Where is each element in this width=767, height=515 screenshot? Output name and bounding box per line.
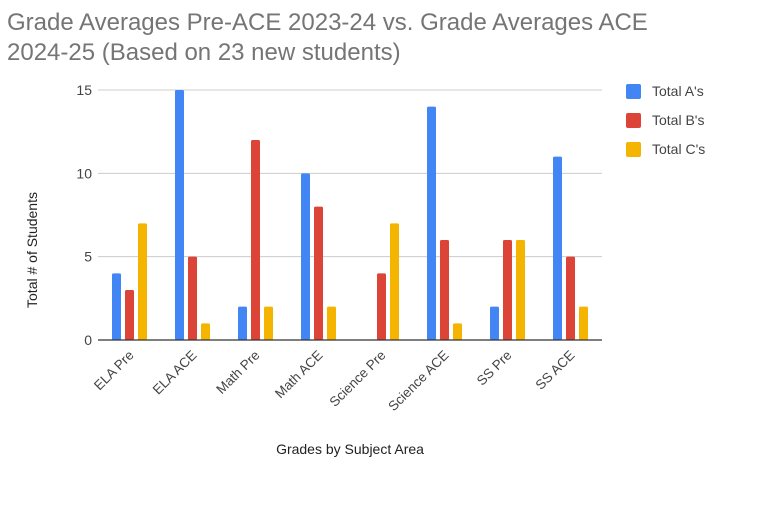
legend-label: Total B's: [652, 112, 704, 128]
bar-science-ace-c: [453, 323, 462, 340]
y-tick-label: 15: [76, 82, 92, 98]
y-tick-label: 5: [84, 249, 92, 265]
gridlines: [98, 89, 602, 258]
legend: Total A's Total B's Total C's: [626, 83, 705, 157]
bar-ss-ace-b: [566, 256, 575, 340]
x-tick-label: SS Pre: [474, 348, 515, 389]
legend-label: Total A's: [652, 83, 704, 99]
bar-ela-pre-c: [138, 223, 147, 340]
x-tick-label: ELA Pre: [91, 348, 137, 394]
bar-ss-pre-a: [490, 306, 499, 340]
x-tick-label: Math Pre: [213, 348, 262, 397]
y-tick-label: 10: [76, 165, 92, 181]
bar-math-ace-b: [314, 206, 323, 340]
legend-swatch: [626, 142, 641, 157]
x-axis-label: Grades by Subject Area: [276, 441, 424, 457]
bar-science-ace-a: [427, 106, 436, 341]
x-tick-label: Science Pre: [327, 348, 389, 410]
legend-swatch: [626, 84, 641, 99]
bar-ss-pre-b: [503, 240, 512, 340]
bar-ela-pre-a: [112, 273, 121, 340]
bar-ss-ace-a: [553, 156, 562, 340]
x-tick-label: SS ACE: [533, 348, 578, 393]
bar-math-pre-c: [264, 306, 273, 340]
bar-science-ace-b: [440, 240, 449, 340]
chart-title: Grade Averages Pre-ACE 2023-24 vs. Grade…: [7, 8, 747, 68]
bar-ela-ace-a: [175, 90, 184, 340]
legend-swatch: [626, 113, 641, 128]
bar-science-pre-c: [390, 223, 399, 340]
bar-ss-pre-c: [516, 240, 525, 340]
bar-math-ace-a: [301, 173, 310, 340]
chart-title-line-2: 2024-25 (Based on 23 new students): [7, 39, 401, 66]
y-tick-label: 0: [84, 332, 92, 348]
bar-math-ace-c: [327, 306, 336, 340]
bar-science-pre-b: [377, 273, 386, 340]
y-axis-label: Total # of Students: [24, 192, 40, 308]
bar-math-pre-a: [238, 306, 247, 340]
bar-ela-pre-b: [125, 290, 134, 340]
x-axis-ticks: ELA Pre ELA ACE Math Pre Math ACE Science Pr…: [91, 348, 578, 414]
bars: [112, 90, 588, 341]
chart-title-line-1: Grade Averages Pre-ACE 2023-24 vs. Grade…: [7, 9, 648, 36]
x-tick-label: Math ACE: [272, 348, 326, 402]
x-tick-label: ELA ACE: [150, 348, 200, 398]
y-axis-ticks: 0 5 10 15: [76, 82, 92, 348]
bar-math-pre-b: [251, 140, 260, 340]
bar-ela-ace-c: [201, 323, 210, 340]
bar-ela-ace-b: [188, 256, 197, 340]
bar-ss-ace-c: [579, 306, 588, 340]
x-tick-label: Science ACE: [385, 348, 451, 414]
legend-label: Total C's: [652, 141, 705, 157]
